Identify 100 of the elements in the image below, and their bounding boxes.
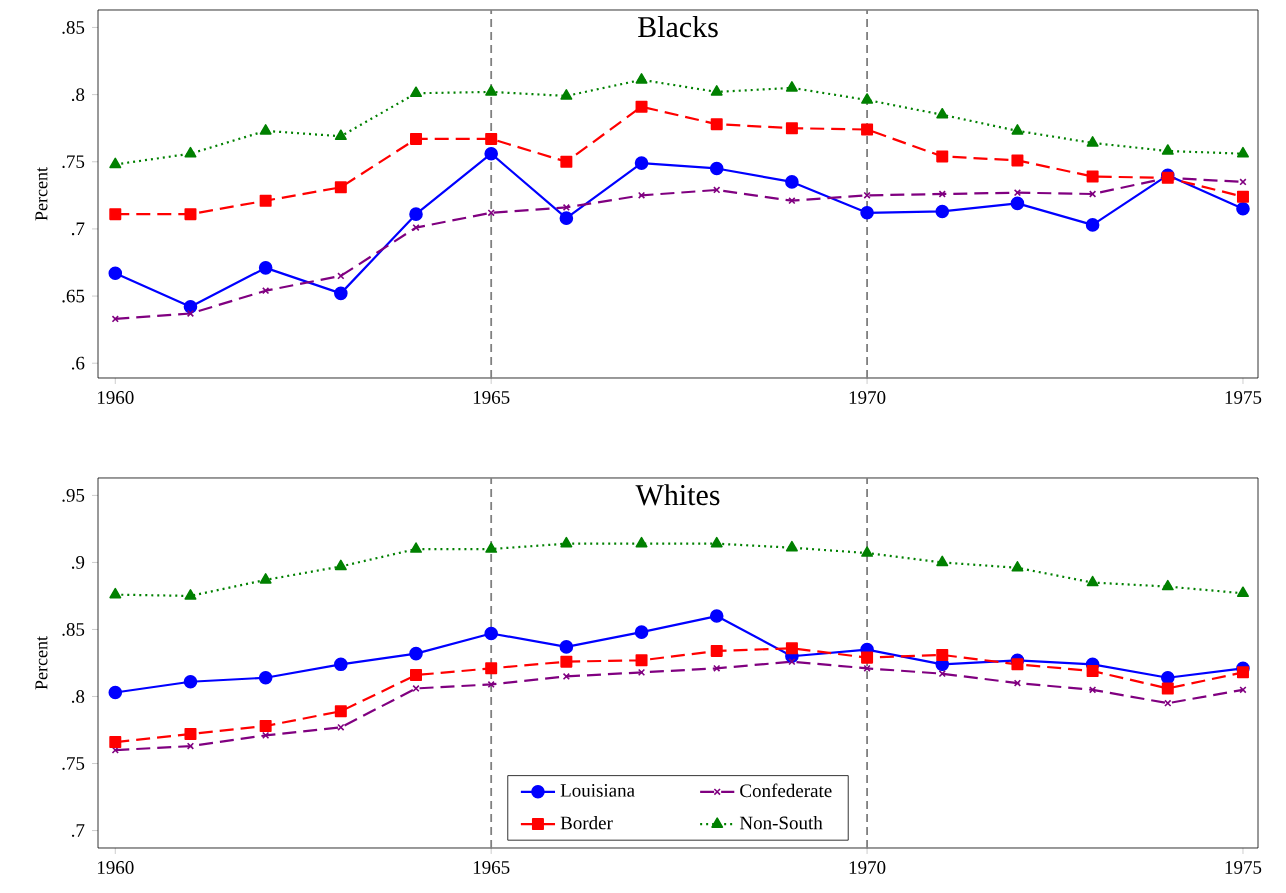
y-tick-label: .8 bbox=[71, 690, 85, 703]
point bbox=[637, 668, 646, 676]
point bbox=[785, 81, 798, 92]
point bbox=[334, 181, 347, 194]
point bbox=[410, 542, 423, 553]
point bbox=[562, 672, 570, 681]
point bbox=[184, 208, 197, 221]
point bbox=[1239, 178, 1247, 186]
y-tick-label: .9 bbox=[71, 556, 85, 569]
point bbox=[559, 640, 574, 654]
point bbox=[1161, 579, 1174, 591]
point bbox=[186, 309, 195, 318]
point bbox=[258, 670, 273, 685]
point bbox=[709, 161, 724, 176]
point bbox=[409, 207, 423, 221]
point bbox=[334, 705, 347, 718]
point bbox=[410, 86, 423, 98]
point bbox=[560, 536, 573, 548]
y-axis-title: Percent bbox=[35, 636, 48, 690]
point bbox=[184, 589, 197, 600]
point bbox=[259, 124, 272, 135]
point bbox=[1011, 561, 1024, 572]
y-tick-label: .95 bbox=[62, 488, 85, 502]
point bbox=[1086, 575, 1099, 587]
y-axis-title: Percent bbox=[35, 167, 48, 221]
point bbox=[484, 626, 498, 641]
point bbox=[1086, 665, 1099, 678]
point bbox=[259, 194, 272, 207]
legend-label: Border bbox=[560, 816, 613, 830]
y-tick-label: .75 bbox=[62, 757, 85, 770]
point bbox=[1011, 124, 1024, 135]
point bbox=[635, 100, 648, 113]
x-tick-label: 1975 bbox=[1225, 861, 1262, 874]
point bbox=[936, 107, 949, 119]
y-tick-label: .75 bbox=[62, 155, 85, 169]
point bbox=[184, 146, 197, 158]
point bbox=[262, 731, 270, 739]
point bbox=[861, 651, 874, 664]
point bbox=[710, 536, 723, 548]
point bbox=[487, 209, 495, 217]
point bbox=[334, 657, 348, 672]
point bbox=[334, 286, 348, 301]
point bbox=[785, 175, 799, 189]
point bbox=[1086, 170, 1099, 183]
point bbox=[1161, 682, 1174, 695]
point bbox=[562, 203, 570, 212]
legend-label: Non-South bbox=[739, 816, 823, 830]
point bbox=[109, 736, 122, 749]
point bbox=[560, 89, 573, 100]
point bbox=[1164, 699, 1172, 707]
point bbox=[410, 669, 423, 682]
point bbox=[634, 156, 649, 170]
point bbox=[936, 555, 949, 567]
point bbox=[710, 644, 723, 657]
point bbox=[1085, 218, 1100, 232]
y-tick-label: .85 bbox=[62, 623, 85, 636]
point bbox=[936, 150, 949, 163]
point bbox=[938, 670, 946, 678]
point bbox=[183, 674, 198, 689]
x-tick-label: 1960 bbox=[97, 861, 134, 874]
point bbox=[936, 648, 949, 661]
legend-label: Confederate bbox=[740, 783, 832, 798]
point bbox=[259, 719, 272, 732]
point bbox=[334, 559, 347, 571]
y-tick-label: .8 bbox=[71, 88, 85, 102]
y-tick-label: .6 bbox=[71, 356, 85, 370]
point bbox=[785, 122, 798, 135]
point bbox=[184, 728, 197, 741]
point bbox=[785, 540, 798, 552]
point bbox=[1236, 201, 1250, 216]
point bbox=[1011, 658, 1024, 671]
x-tick-label: 1965 bbox=[473, 391, 510, 404]
x-tick-label: 1975 bbox=[1225, 391, 1262, 404]
point bbox=[337, 272, 345, 280]
point bbox=[560, 155, 573, 168]
y-tick-label: .7 bbox=[71, 824, 85, 837]
point bbox=[860, 205, 874, 220]
x-tick-label: 1970 bbox=[849, 391, 886, 404]
point bbox=[484, 146, 498, 161]
point bbox=[709, 609, 724, 623]
chart-title: Blacks bbox=[638, 16, 718, 38]
point bbox=[1010, 196, 1025, 211]
point bbox=[262, 287, 270, 295]
point bbox=[710, 85, 723, 96]
point bbox=[109, 587, 122, 599]
x-tick-label: 1965 bbox=[473, 861, 510, 874]
point bbox=[1236, 666, 1249, 679]
point bbox=[410, 132, 423, 145]
point bbox=[1086, 136, 1099, 147]
point bbox=[559, 211, 574, 225]
point bbox=[1236, 146, 1249, 158]
point bbox=[861, 123, 874, 136]
point bbox=[485, 542, 498, 553]
point bbox=[485, 132, 498, 145]
point bbox=[635, 536, 648, 548]
x-tick-label: 1970 bbox=[849, 861, 886, 874]
point bbox=[409, 646, 423, 661]
point bbox=[108, 266, 123, 281]
point bbox=[1013, 189, 1022, 197]
point bbox=[861, 546, 874, 557]
